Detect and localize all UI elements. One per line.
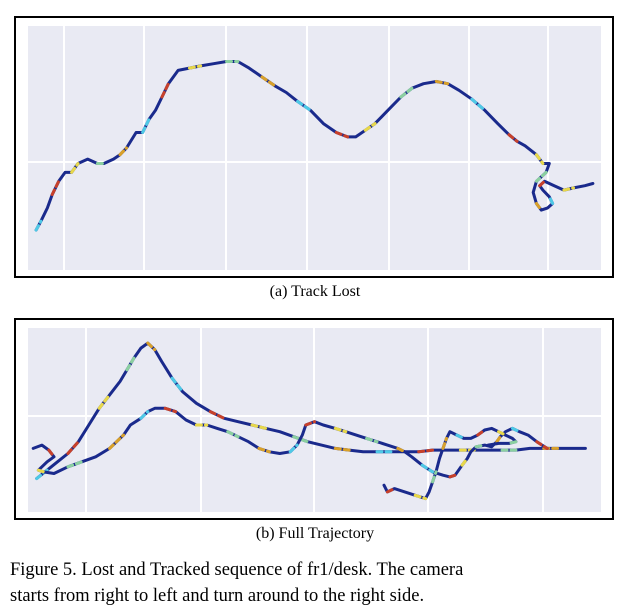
trajectory-lost-segment: [160, 82, 170, 99]
trajectory-lost-segment: [108, 433, 125, 450]
trajectory-lost-segment: [66, 440, 80, 455]
trajectory-lost-segment: [534, 201, 543, 212]
trajectory-lost-segment: [476, 428, 487, 437]
figure-panel-b: [14, 318, 614, 520]
trajectory-lost-segment: [413, 493, 428, 501]
trajectory-lost-segment: [208, 410, 226, 420]
trajectory-lost-segment: [257, 446, 271, 454]
trajectory-lost-segment: [333, 426, 348, 434]
trajectory-lost-segment: [448, 473, 457, 479]
trajectory-lost-segment: [497, 430, 507, 437]
trajectory-lost-segment: [304, 420, 316, 427]
trajectory-lost-segment: [441, 436, 448, 450]
trajectory-lost-segment: [34, 219, 43, 232]
trajectory-lost-segment: [250, 423, 268, 430]
trajectory-lost-segment: [47, 448, 56, 459]
trajectory-lost-segment: [470, 97, 487, 112]
trajectory-lost-segment: [226, 430, 240, 439]
trajectory-lost-segment: [417, 448, 435, 454]
trajectory-lost-segment: [146, 341, 157, 352]
trajectory-lost-segment: [334, 130, 350, 139]
trajectory-lost-segment: [139, 410, 150, 420]
trajectory-lost-segment: [70, 162, 80, 174]
trajectory-lost-segment: [363, 122, 377, 132]
trajectory-lost-segment: [66, 460, 84, 469]
trajectory-lost-segment: [396, 446, 407, 454]
plot-area: [28, 26, 601, 270]
trajectory-lost-segment: [365, 436, 379, 444]
trajectory-lost-segment: [125, 356, 136, 372]
trajectory-lost-segment: [510, 426, 521, 434]
trajectory-lost-segment: [455, 433, 466, 440]
trajectory-lost-segment: [474, 443, 487, 449]
plot-grid: [28, 328, 601, 512]
trajectory-lost-segment: [507, 133, 519, 143]
trajectory-lost-segment: [36, 468, 46, 474]
trajectory-plot-track-lost: [28, 26, 601, 270]
trajectory-lost-segment: [296, 99, 312, 112]
trajectory-lost-segment: [535, 440, 549, 450]
trajectory-lost-segment: [431, 470, 438, 484]
figure-caption-line-1: Figure 5. Lost and Tracked sequence of f…: [10, 560, 464, 580]
trajectory-lost-segment: [260, 75, 277, 88]
trajectory-lost-segment: [547, 195, 555, 205]
figure-caption: Figure 5. Lost and Tracked sequence of f…: [10, 557, 610, 609]
trajectory-lost-segment: [495, 435, 502, 444]
subfigure-caption-a: (a) Track Lost: [269, 283, 361, 300]
trajectory-lost-segment: [534, 170, 548, 183]
trajectory-lost-segment: [420, 463, 435, 474]
trajectory-lost-segment: [562, 186, 576, 192]
subfigure-caption-b: (b) Full Trajectory: [255, 525, 375, 542]
trajectory-lost-segment: [399, 86, 414, 99]
trajectory-lost-segment: [50, 179, 61, 197]
trajectory-path: [31, 341, 587, 501]
trajectory-series-line: [35, 341, 587, 480]
figure-panel-a: [14, 16, 614, 278]
figure-caption-line-2: starts from right to left and turn aroun…: [10, 586, 425, 606]
trajectory-lost-segment: [434, 79, 450, 86]
trajectory-plot-full: [28, 328, 601, 512]
trajectory-lost-segment: [118, 146, 128, 157]
trajectory-lost-segment: [170, 376, 185, 394]
trajectory-lost-segment: [534, 153, 545, 166]
trajectory-lost-segment: [460, 456, 469, 467]
plot-grid: [28, 26, 601, 270]
trajectory-lost-segment: [538, 179, 547, 188]
trajectory-lost-segment: [507, 440, 518, 445]
trajectory-lost-segment: [288, 443, 299, 454]
trajectory-lost-segment: [385, 487, 396, 494]
trajectory-lost-segment: [333, 446, 351, 452]
trajectory-lost-segment: [292, 435, 310, 444]
trajectory-lost-segment: [141, 117, 151, 134]
trajectory-path: [34, 59, 595, 232]
trajectory-series-line: [31, 406, 549, 479]
trajectory-lost-segment: [97, 393, 112, 410]
trajectory-lost-segment: [163, 406, 178, 414]
trajectory-lost-segment: [187, 64, 203, 70]
